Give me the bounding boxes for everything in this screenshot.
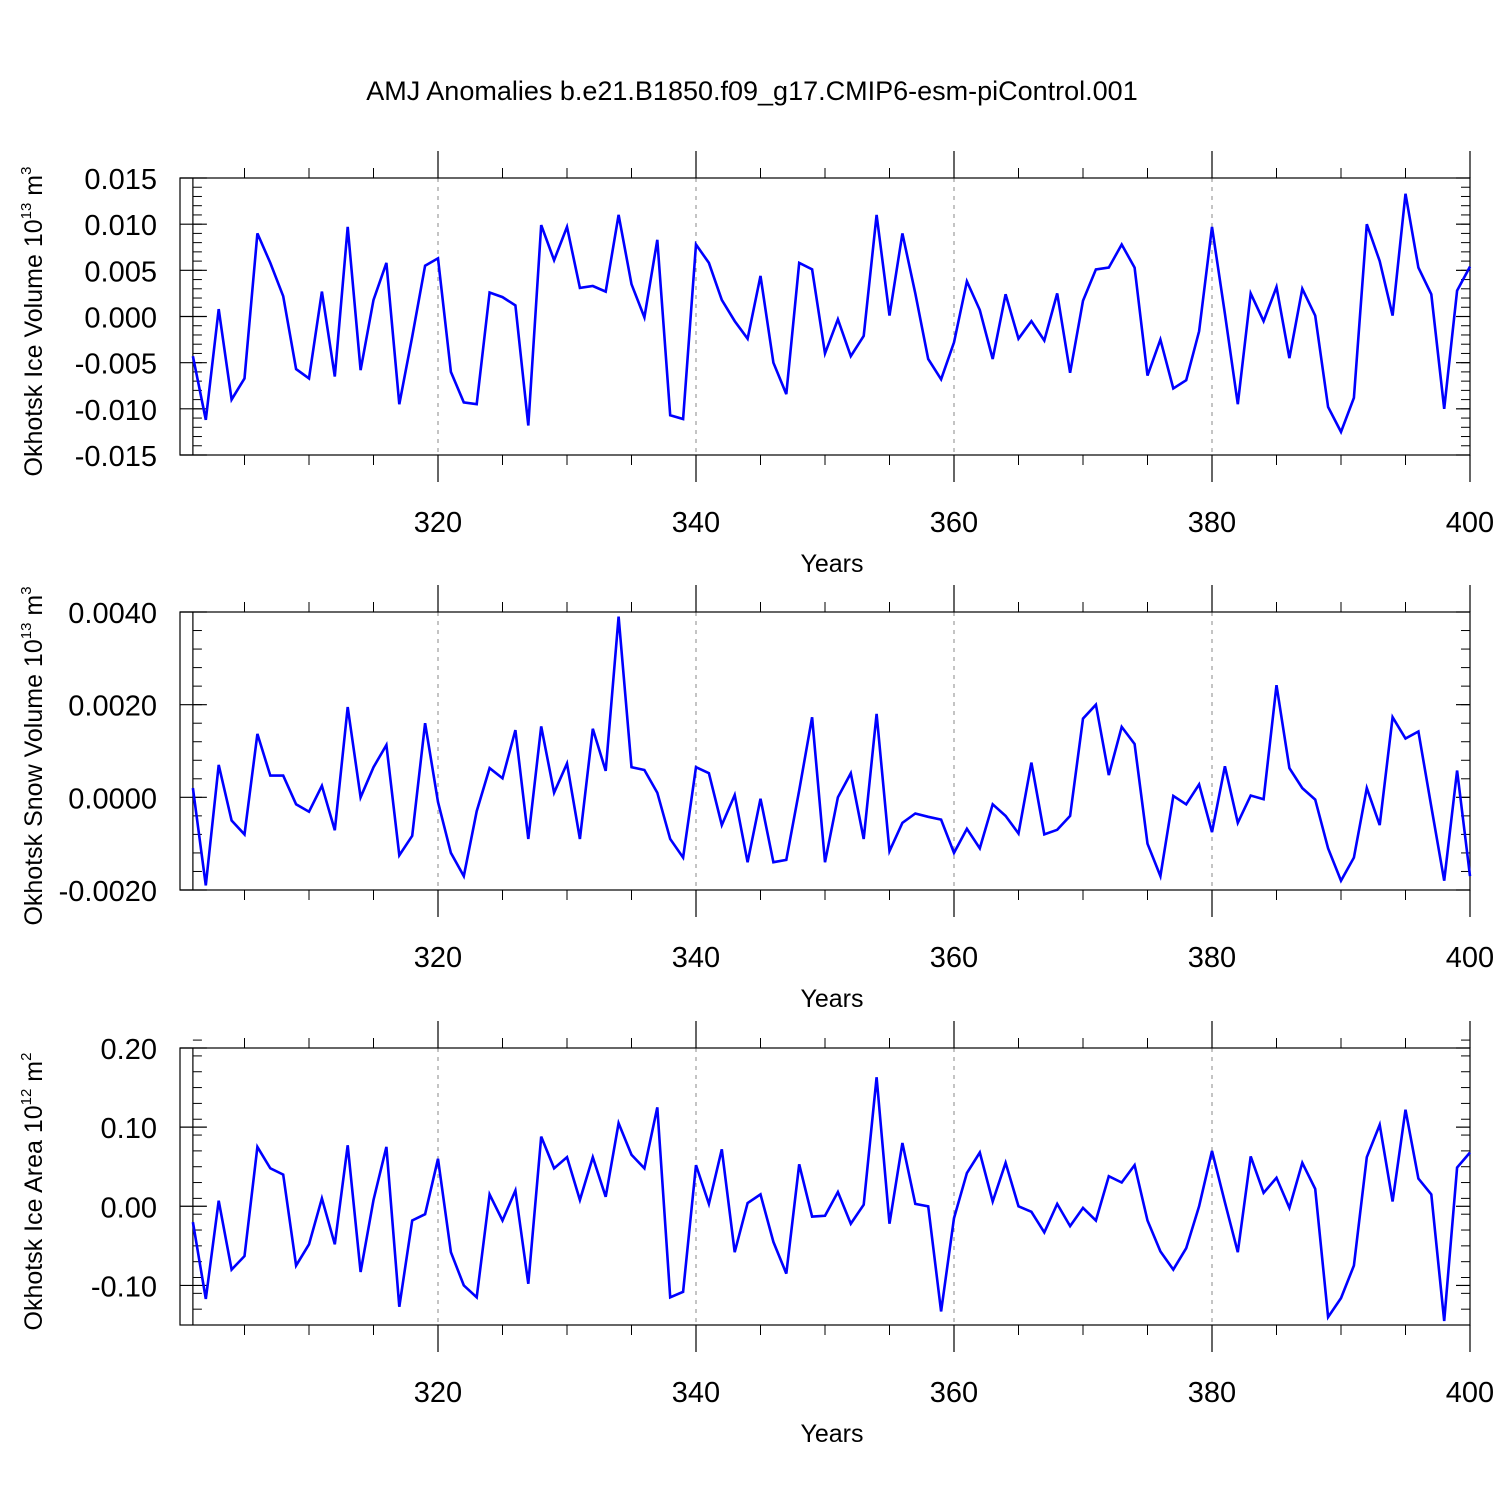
y-axis-label-part: Okhotsk Ice Area 10 [20,1105,48,1330]
y-axis-label-part: m [20,175,48,203]
x-tick-label: 340 [672,1377,720,1409]
y-tick-label: -0.015 [75,441,157,473]
y-axis-label-superscript: 3 [18,586,35,594]
y-axis-label-part: Okhotsk Ice Volume 10 [20,219,48,476]
plot-frame [179,1047,1471,1326]
y-tick-label: 0.005 [84,256,157,288]
x-tick-label: 380 [1188,1377,1236,1409]
panel-ice-volume: Years -0.015 -0.010 -0.005 0.000 0.005 0.010 0… [18,151,1494,578]
panel-snow-volume: Years -0.0020 0.0000 0.0020 0.0040 320 340 360… [18,585,1494,1013]
x-tick-label: 360 [930,507,978,539]
x-tick-label: 320 [414,507,462,539]
y-tick-label: -0.0020 [59,876,157,908]
y-axis-label-part: m [20,1061,48,1089]
y-tick-label: 0.10 [101,1113,157,1145]
y-axis-label-superscript: 13 [18,623,35,640]
x-tick-label: 400 [1446,507,1494,539]
x-axis-title: Years [800,985,863,1013]
y-tick-label: -0.010 [75,395,157,427]
y-tick-label: 0.010 [84,210,157,242]
y-tick-label: 0.0000 [68,783,157,815]
y-tick-label: 0.00 [101,1192,157,1224]
panel-ice-area: Years -0.10 0.00 0.10 0.20 320 340 360 380 400 Ok… [18,1021,1494,1448]
x-tick-label: 380 [1188,507,1236,539]
y-tick-label: 0.0020 [68,691,157,723]
x-axis-title: Years [800,1420,863,1448]
y-tick-label: 0.000 [84,303,157,335]
y-axis-label-superscript: 2 [18,1053,35,1061]
data-series-line [191,616,1472,886]
data-series-line [191,1077,1471,1322]
x-tick-label: 360 [930,942,978,974]
x-tick-label: 400 [1446,1377,1494,1409]
y-axis-label-part: Okhotsk Snow Volume 10 [20,639,48,925]
y-tick-label: 0.20 [101,1034,157,1066]
plot-frame [179,177,1471,456]
y-axis-label: Okhotsk Ice Area 1012 m2 [18,1053,48,1331]
chart-title: AMJ Anomalies b.e21.B1850.f09_g17.CMIP6-… [366,76,1137,106]
y-axis-label-part: m [20,595,48,623]
x-axis-title: Years [800,550,863,578]
x-tick-label: 340 [672,507,720,539]
data-series-line [191,193,1472,436]
x-tick-label: 320 [414,1377,462,1409]
x-tick-label: 380 [1188,942,1236,974]
y-tick-label: -0.10 [91,1271,157,1303]
y-tick-label: -0.005 [75,349,157,381]
x-tick-label: 400 [1446,942,1494,974]
y-axis-label-superscript: 13 [18,203,35,220]
y-axis-label: Okhotsk Snow Volume 1013 m3 [18,586,48,925]
y-axis-label: Okhotsk Ice Volume 1013 m3 [18,167,48,477]
y-axis-label-superscript: 3 [18,167,35,175]
y-axis-label-superscript: 12 [18,1089,35,1106]
x-tick-label: 340 [672,942,720,974]
x-tick-label: 320 [414,942,462,974]
x-tick-label: 360 [930,1377,978,1409]
y-tick-label: 0.0040 [68,598,157,630]
y-tick-label: 0.015 [84,164,157,196]
